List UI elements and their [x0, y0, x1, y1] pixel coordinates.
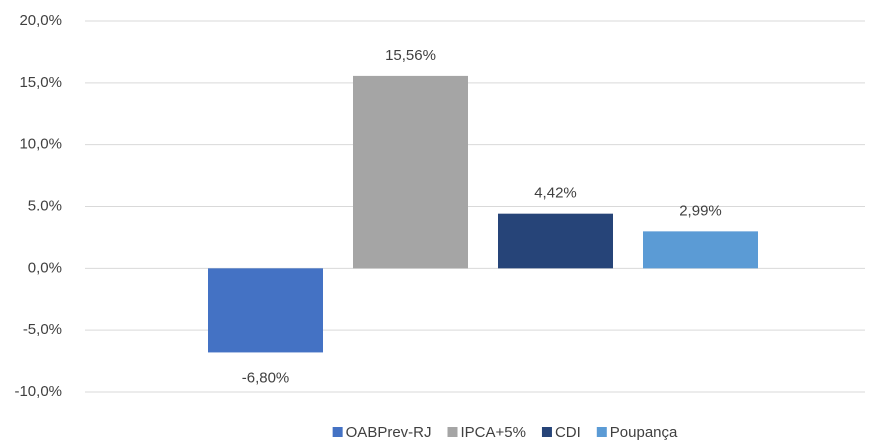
legend-swatch	[447, 427, 458, 437]
legend: OABPrev-RJ IPCA+5% CDI Poupança	[332, 424, 678, 440]
legend-label: OABPrev-RJ	[346, 424, 432, 440]
y-tick-label: -10,0%	[14, 383, 62, 400]
data-label: -6,80%	[242, 369, 290, 386]
legend-swatch	[541, 427, 552, 437]
data-label: 15,56%	[385, 47, 436, 64]
y-tick-label: 5.0%	[28, 197, 62, 214]
y-tick-label: -5,0%	[23, 321, 62, 338]
bar	[353, 75, 468, 269]
legend-label: CDI	[555, 424, 581, 440]
legend-swatch	[332, 427, 343, 437]
legend-swatch	[596, 427, 607, 437]
legend-label: IPCA+5%	[461, 424, 526, 440]
bar	[643, 231, 758, 269]
legend-label: Poupança	[610, 424, 678, 440]
y-tick-label: 0,0%	[28, 259, 62, 276]
y-tick-label: 10,0%	[19, 136, 62, 153]
y-tick-label: 20,0%	[19, 12, 62, 29]
data-label: 2,99%	[679, 202, 722, 219]
y-tick-label: 15,0%	[19, 74, 62, 91]
bar	[498, 213, 613, 269]
data-label: 4,42%	[534, 185, 577, 202]
bar	[208, 268, 323, 353]
